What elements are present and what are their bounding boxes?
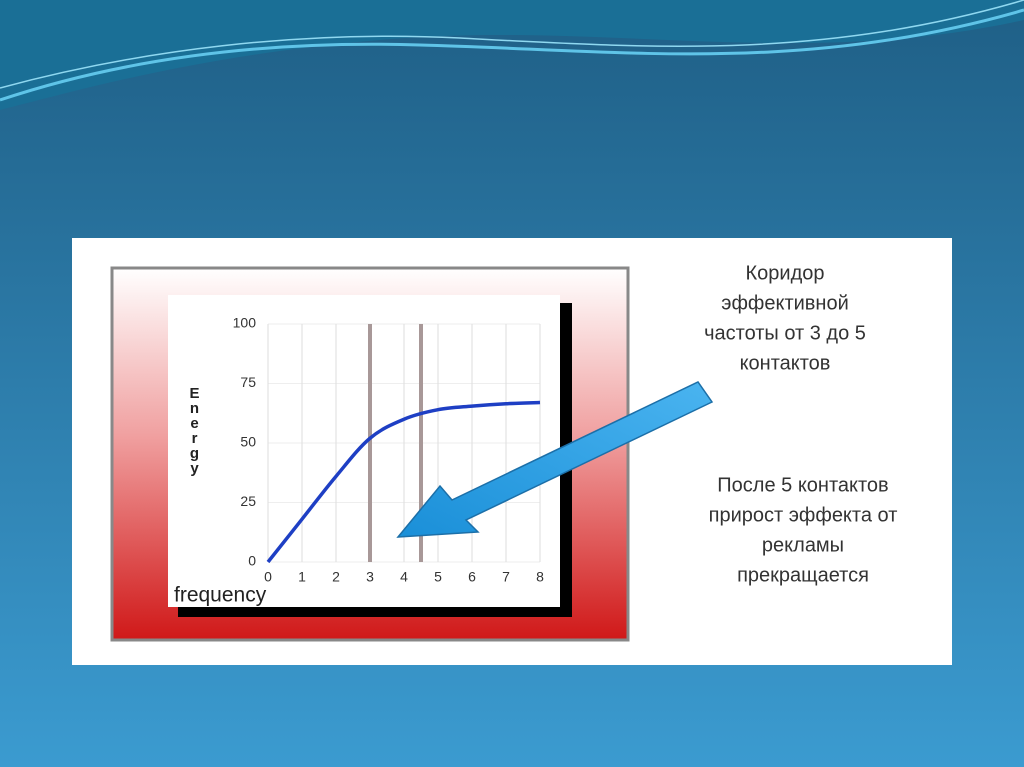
wave-line — [0, 0, 1024, 89]
y-tick-label: 50 — [240, 434, 256, 450]
plot-area — [168, 295, 560, 607]
x-tick-label: 6 — [468, 569, 476, 585]
annotation: прекращается — [737, 564, 869, 586]
arrow — [396, 381, 714, 538]
y-axis-label: Energy — [186, 385, 203, 475]
annotation: После 5 контактов — [717, 474, 888, 496]
annotation: рекламы — [762, 534, 844, 556]
x-tick-label: 4 — [400, 569, 408, 585]
wave — [0, 0, 1024, 110]
x-tick-label: 2 — [332, 569, 340, 585]
x-tick-label: 8 — [536, 569, 544, 585]
line — [266, 400, 541, 564]
y-tick-label: 100 — [233, 315, 257, 331]
annotation: прирост эффекта от — [709, 504, 898, 526]
x-tick-label: 1 — [298, 569, 306, 585]
annotation: Коридор — [746, 262, 825, 284]
x-tick-label: 3 — [366, 569, 374, 585]
annotation: эффективной — [721, 292, 849, 314]
grid: 0 25 50 75 100 0 1 2 3 4 5 6 7 8 — [233, 315, 544, 585]
y-tick-label: 0 — [248, 553, 256, 569]
y-tick-label: 25 — [240, 493, 256, 509]
annotation: частоты от 3 до 5 — [704, 322, 866, 344]
wave-line — [0, 8, 1024, 102]
y-tick-label: 75 — [240, 374, 256, 390]
x-tick-label: 7 — [502, 569, 510, 585]
x-tick-label: 0 — [264, 569, 272, 585]
x-tick-label: 5 — [434, 569, 442, 585]
annotation: контактов — [740, 352, 831, 374]
x-axis-label: frequency — [174, 584, 267, 607]
annotations: Коридор эффективной частоты от 3 до 5 конта… — [704, 262, 897, 586]
